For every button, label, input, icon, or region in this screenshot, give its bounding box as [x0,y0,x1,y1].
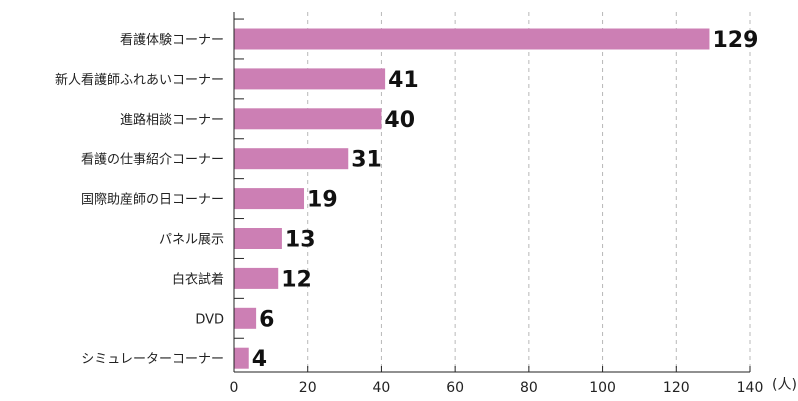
data-label: 6 [259,307,274,332]
category-label: パネル展示 [159,233,224,248]
x-tick-label: 20 [299,380,317,396]
bar [234,267,279,289]
grid-lines [307,12,751,372]
bar [234,28,710,50]
bar [234,228,282,249]
bar [234,307,257,329]
category-label: 看護体験コーナー [120,32,224,48]
category-label: DVD [195,312,224,327]
category-label: 白衣試着 [172,271,224,287]
data-label: 40 [384,108,415,133]
data-label: 129 [712,28,758,53]
x-tick-label: 60 [446,380,464,396]
x-tick-label: 100 [589,380,616,396]
x-tick-label: 80 [520,380,538,396]
category-label: シミュレーターコーナー [81,352,224,367]
data-label: 4 [252,347,267,372]
data-label: 19 [307,188,338,213]
category-label: 進路相談コーナー [120,112,224,128]
x-tick-label: 140 [737,380,764,396]
category-label: 看護の仕事紹介コーナー [81,152,224,168]
x-axis-unit-label: (人) [772,377,797,393]
bar [234,148,349,170]
x-tick-label: 120 [663,380,690,396]
bars [234,28,710,369]
category-label: 国際助産師の日コーナー [81,192,224,208]
data-label: 13 [285,228,316,253]
labels: 看護体験コーナー 129 新人看護師ふれあいコーナー 41 進路相談コーナー 40 看護の仕… [55,28,763,396]
axes [233,12,751,373]
x-tick-label: 0 [230,380,239,396]
data-label: 31 [351,148,382,173]
category-label: 新人看護師ふれあいコーナー [55,72,224,88]
bar [234,68,386,90]
x-tick-label: 40 [373,380,391,396]
bar [234,347,249,369]
data-label: 12 [281,267,312,292]
data-label: 41 [388,68,419,93]
bar [234,188,305,210]
bar [234,108,382,130]
